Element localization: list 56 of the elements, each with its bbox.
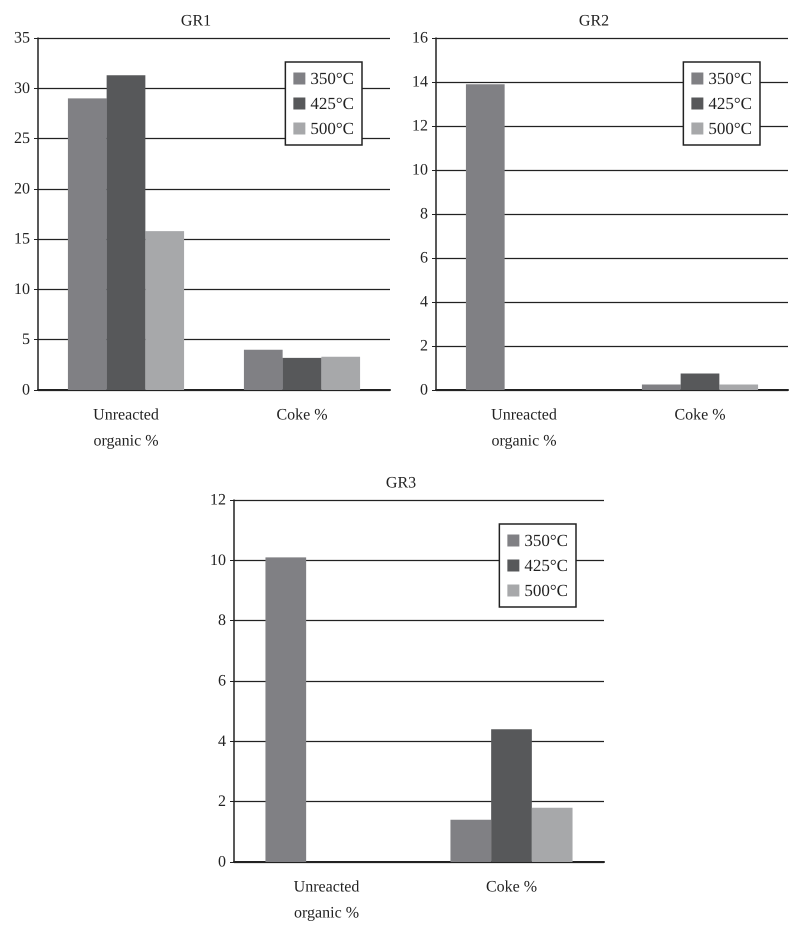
y-tick-label: 4 [218,732,226,750]
chart-title: GR3 [386,474,416,492]
legend-label: 500°C [524,581,568,600]
legend-label: 425°C [708,94,752,113]
bar [106,75,146,390]
legend-label: 425°C [524,556,568,575]
bar [244,350,283,390]
bar [719,384,758,390]
bar [642,384,681,390]
bar [282,358,322,390]
x-tick-label: Coke % [486,878,538,896]
y-tick-label: 0 [22,382,30,398]
y-tick-label: 12 [412,118,428,134]
y-tick-label: 8 [420,206,428,222]
y-tick-label: 30 [14,80,30,97]
y-tick-label: 15 [14,230,30,248]
legend-label: 350°C [524,531,568,550]
bar [532,808,573,862]
bar [145,231,184,390]
y-tick-label: 10 [14,280,30,298]
y-tick-label: 14 [412,74,428,90]
x-tick-label: Unreacted organic % [93,406,159,450]
legend-label: 500°C [310,119,354,138]
legend-label: 350°C [708,69,752,88]
x-tick-label: Unreacted organic % [491,406,557,450]
y-tick-label: 25 [14,130,30,148]
bar [265,557,306,862]
bar [450,820,492,862]
x-tick-label: Unreacted organic % [294,878,360,922]
chart-title: GR2 [578,12,610,30]
bar [491,729,532,862]
y-tick-label: 6 [218,672,226,690]
y-tick-label: 2 [420,338,428,354]
x-tick-label: Coke % [674,406,726,424]
bar [680,374,720,390]
chart-title: GR1 [180,12,212,30]
y-tick-label: 0 [420,382,428,398]
y-tick-label: 2 [218,793,226,810]
bar [466,84,505,390]
y-tick-label: 10 [412,162,428,178]
y-tick-label: 0 [218,854,226,870]
y-tick-label: 10 [210,552,226,569]
bar [321,356,360,390]
y-tick-label: 20 [14,180,30,198]
y-tick-label: 4 [420,294,428,310]
legend-label: 350°C [310,69,354,88]
legend-label: 425°C [310,94,354,113]
y-tick-label: 8 [218,612,226,630]
y-tick-label: 12 [210,492,226,508]
legend-label: 500°C [708,119,752,138]
y-tick-label: 16 [412,30,428,46]
y-tick-label: 6 [420,250,428,266]
y-tick-label: 5 [22,331,30,348]
y-tick-label: 35 [14,30,30,46]
bar [68,98,107,390]
x-tick-label: Coke % [276,406,328,424]
